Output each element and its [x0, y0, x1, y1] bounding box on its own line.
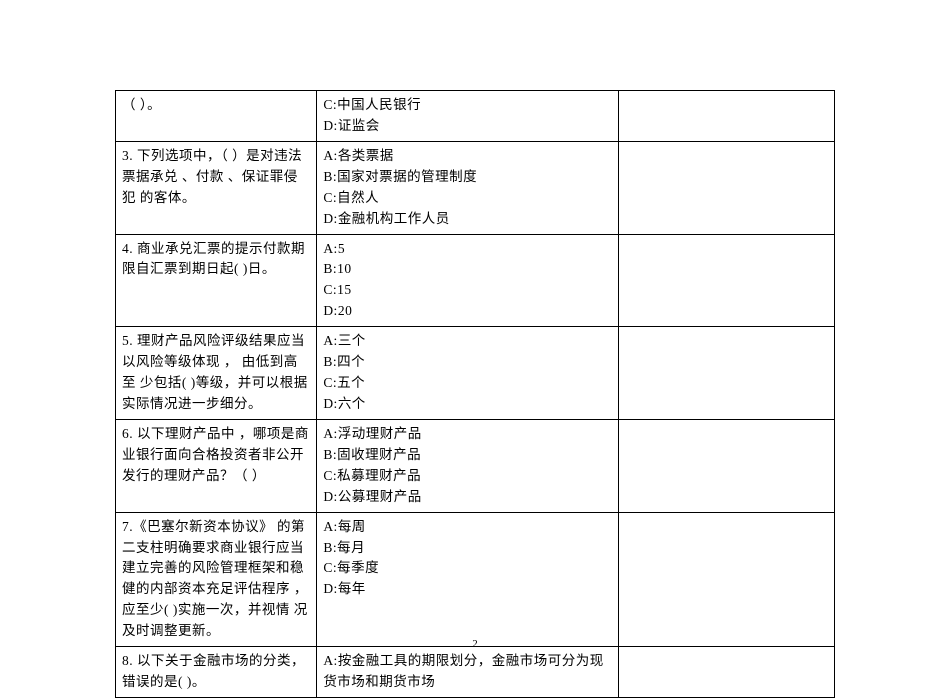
option-line: B:固收理财产品	[323, 445, 612, 466]
question-cell: 5. 理财产品风险评级结果应当以风险等级体现 ， 由低到高至 少包括( )等级，…	[116, 327, 317, 420]
option-line: A:5	[323, 239, 612, 260]
question-cell: 4. 商业承兑汇票的提示付款期限自汇票到期日起( )日。	[116, 234, 317, 327]
question-cell: 7.《巴塞尔新资本协议》 的第 二支柱明确要求商业银行应当 建立完善的风险管理框…	[116, 512, 317, 647]
page-container: （ ）。C:中国人民银行D:证监会3. 下列选项中，（ ）是对违法 票据承兑 、…	[0, 0, 950, 698]
question-cell: （ ）。	[116, 91, 317, 142]
option-line: D:20	[323, 301, 612, 322]
option-line: B:国家对票据的管理制度	[323, 167, 612, 188]
option-line: A:三个	[323, 331, 612, 352]
table-row: （ ）。C:中国人民银行D:证监会	[116, 91, 835, 142]
option-line: D:公募理财产品	[323, 487, 612, 508]
option-line: C:15	[323, 280, 612, 301]
option-line: A:各类票据	[323, 146, 612, 167]
question-cell: 3. 下列选项中，（ ）是对违法 票据承兑 、付款 、保证罪侵犯 的客体。	[116, 141, 317, 234]
options-cell: A:5B:10C:15D:20	[317, 234, 619, 327]
options-cell: A:每周B:每月C:每季度D:每年	[317, 512, 619, 647]
option-line: C:五个	[323, 373, 612, 394]
options-cell: A:三个B:四个C:五个D:六个	[317, 327, 619, 420]
option-line: B:10	[323, 259, 612, 280]
option-line: D:每年	[323, 579, 612, 600]
question-cell: 8. 以下关于金融市场的分类， 错误的是( )。	[116, 647, 317, 698]
option-line: D:证监会	[323, 116, 612, 137]
option-line: A:浮动理财产品	[323, 424, 612, 445]
table-row: 6. 以下理财产品中 ，哪项是商 业银行面向合格投资者非公开 发行的理财产品？（…	[116, 419, 835, 512]
options-cell: A:按金融工具的期限划分，金融市场可分为现货市场和期货市场	[317, 647, 619, 698]
table-row: 8. 以下关于金融市场的分类， 错误的是( )。A:按金融工具的期限划分，金融市…	[116, 647, 835, 698]
option-line: A:每周	[323, 517, 612, 538]
answer-cell	[619, 647, 835, 698]
quiz-table: （ ）。C:中国人民银行D:证监会3. 下列选项中，（ ）是对违法 票据承兑 、…	[115, 90, 835, 698]
option-line: D:六个	[323, 394, 612, 415]
table-row: 4. 商业承兑汇票的提示付款期限自汇票到期日起( )日。A:5B:10C:15D…	[116, 234, 835, 327]
page-number: 2	[0, 638, 950, 650]
option-line: A:按金融工具的期限划分，金融市场可分为现货市场和期货市场	[323, 651, 612, 693]
option-line: D:金融机构工作人员	[323, 209, 612, 230]
option-line: C:中国人民银行	[323, 95, 612, 116]
table-row: 7.《巴塞尔新资本协议》 的第 二支柱明确要求商业银行应当 建立完善的风险管理框…	[116, 512, 835, 647]
option-line: C:每季度	[323, 558, 612, 579]
answer-cell	[619, 141, 835, 234]
answer-cell	[619, 234, 835, 327]
table-row: 3. 下列选项中，（ ）是对违法 票据承兑 、付款 、保证罪侵犯 的客体。A:各…	[116, 141, 835, 234]
option-line: B:四个	[323, 352, 612, 373]
option-line: B:每月	[323, 538, 612, 559]
answer-cell	[619, 91, 835, 142]
answer-cell	[619, 512, 835, 647]
options-cell: C:中国人民银行D:证监会	[317, 91, 619, 142]
question-cell: 6. 以下理财产品中 ，哪项是商 业银行面向合格投资者非公开 发行的理财产品？（…	[116, 419, 317, 512]
options-cell: A:浮动理财产品B:固收理财产品C:私募理财产品D:公募理财产品	[317, 419, 619, 512]
table-row: 5. 理财产品风险评级结果应当以风险等级体现 ， 由低到高至 少包括( )等级，…	[116, 327, 835, 420]
option-line: C:自然人	[323, 188, 612, 209]
option-line: C:私募理财产品	[323, 466, 612, 487]
answer-cell	[619, 327, 835, 420]
options-cell: A:各类票据B:国家对票据的管理制度C:自然人D:金融机构工作人员	[317, 141, 619, 234]
answer-cell	[619, 419, 835, 512]
